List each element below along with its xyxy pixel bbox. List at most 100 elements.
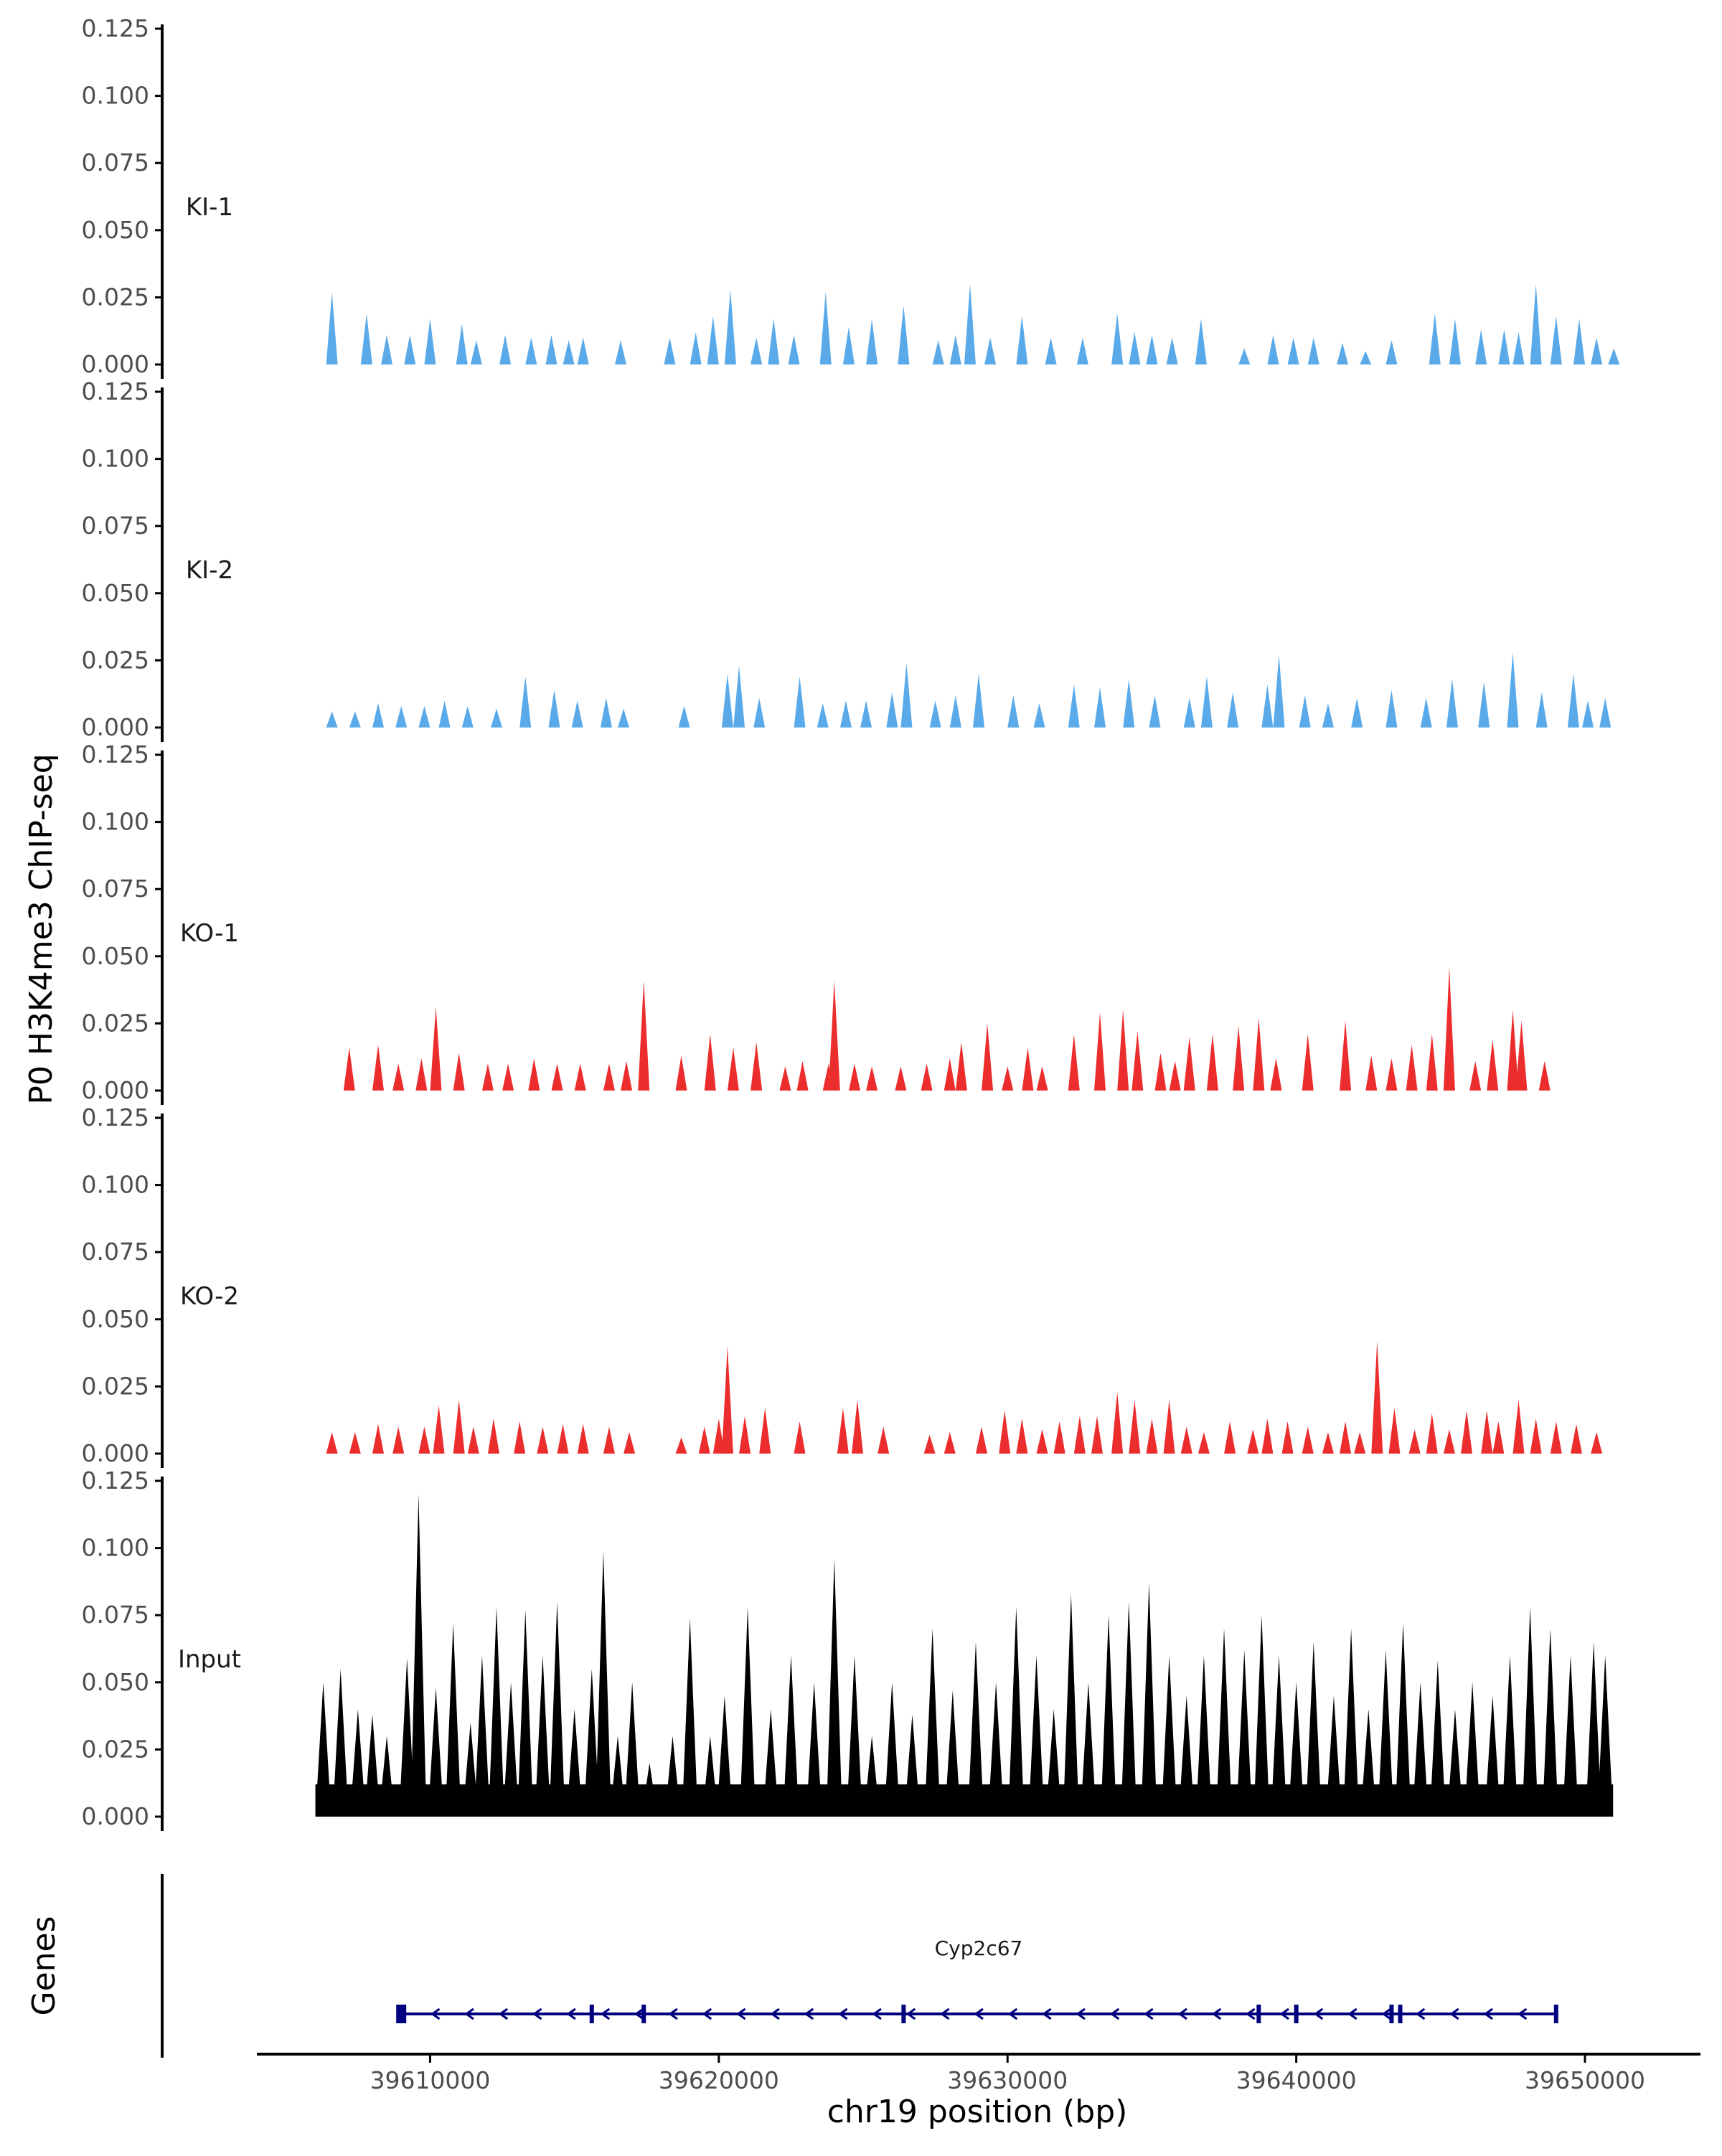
peak-mark (837, 1408, 849, 1454)
peak-mark (1302, 1034, 1314, 1091)
peak-mark (1117, 1009, 1129, 1091)
gene-exon-mark (1294, 2005, 1299, 2023)
peak-mark (783, 1655, 799, 1817)
strand-arrow-icon (1042, 2007, 1052, 2020)
y-tick-label: 0.025 (82, 283, 149, 311)
peak-mark (753, 697, 766, 728)
peak-mark (1395, 1623, 1411, 1817)
peak-mark (944, 1058, 956, 1091)
strand-arrow-icon (940, 2007, 950, 2020)
peak-mark (624, 1432, 636, 1454)
strand-arrow-icon (702, 2007, 712, 2020)
strand-arrow-icon (498, 2007, 509, 2020)
peak-mark (1385, 340, 1398, 364)
peak-mark (1573, 319, 1585, 364)
peak-mark (1101, 1615, 1117, 1817)
peak-mark (1406, 1045, 1418, 1091)
y-tick-label: 0.000 (82, 1802, 149, 1830)
peak-mark (481, 1063, 494, 1091)
peak-mark (535, 1655, 551, 1817)
peak-mark (1022, 1048, 1034, 1091)
peak-mark (704, 1034, 716, 1091)
peak-mark (1302, 1426, 1314, 1454)
peak-mark (1412, 1682, 1429, 1817)
peak-mark (1487, 1039, 1499, 1091)
peak-mark (1426, 1034, 1438, 1091)
y-tick-label: 0.100 (82, 1534, 149, 1562)
peak-mark (600, 697, 612, 728)
strand-arrow-icon (1449, 2007, 1459, 2020)
peak-mark (886, 692, 898, 728)
peak-mark (788, 334, 800, 364)
peak-mark (944, 1432, 956, 1454)
peak-mark (343, 1048, 355, 1091)
peak-mark (517, 1609, 534, 1817)
peak-mark (1512, 1400, 1525, 1454)
strand-arrow-icon (634, 2007, 644, 2020)
peak-mark (1475, 329, 1487, 364)
peak-mark (1305, 1642, 1322, 1817)
peak-mark (932, 340, 944, 364)
strand-arrow-icon (1211, 2007, 1222, 2020)
peak-mark (967, 1642, 984, 1817)
peak-mark (404, 334, 416, 364)
y-tick-label: 0.000 (82, 713, 149, 741)
strand-arrow-icon (1517, 2007, 1528, 2020)
y-tick-label: 0.050 (82, 1668, 149, 1696)
peak-mark (1053, 1421, 1065, 1454)
peak-mark (1180, 1426, 1192, 1454)
peak-mark (1446, 679, 1458, 728)
y-tick-label: 0.100 (82, 1171, 149, 1199)
peak-mark (1033, 703, 1045, 728)
y-tick-label: 0.050 (82, 1305, 149, 1333)
peak-mark (1270, 1058, 1282, 1091)
peak-mark (1068, 684, 1080, 728)
peak-mark (487, 1418, 499, 1454)
track-label: Input (178, 1645, 241, 1674)
y-tick-label: 0.000 (82, 1439, 149, 1467)
strand-arrow-icon (1177, 2007, 1187, 2020)
peak-mark (724, 289, 736, 364)
peak-mark (326, 291, 338, 364)
peak-mark (1206, 1034, 1218, 1091)
peak-mark (445, 1623, 461, 1817)
peak-mark (690, 332, 702, 364)
y-tick-label: 0.100 (82, 82, 149, 110)
peak-mark (1550, 1421, 1562, 1454)
peak-mark (461, 706, 474, 728)
peak-mark (1385, 689, 1398, 728)
peak-mark (621, 1060, 633, 1091)
peak-mark (878, 1426, 890, 1454)
peak-mark (514, 1421, 526, 1454)
peak-mark (1068, 1034, 1080, 1091)
peak-mark (921, 1063, 933, 1091)
peak-mark (796, 1060, 809, 1091)
peak-mark (721, 1346, 733, 1454)
peak-mark (418, 1426, 430, 1454)
y-tick-label: 0.000 (82, 1076, 149, 1104)
peak-mark (1195, 319, 1207, 364)
peak-mark (851, 1400, 863, 1454)
y-tick-label: 0.100 (82, 808, 149, 836)
peak-mark (955, 1042, 967, 1091)
peak-mark (537, 1426, 549, 1454)
peak-mark (603, 1063, 615, 1091)
peak-mark (1492, 1421, 1505, 1454)
peak-mark (1227, 692, 1239, 728)
peak-mark (984, 337, 997, 364)
peak-mark (392, 1063, 405, 1091)
peak-mark (1507, 1009, 1519, 1091)
peak-mark (1146, 1418, 1158, 1454)
peak-mark (1216, 1628, 1233, 1817)
y-tick-label: 0.075 (82, 875, 149, 903)
peak-mark (860, 700, 872, 728)
y-tick-label: 0.050 (82, 216, 149, 244)
y-tick-label: 0.125 (82, 1467, 149, 1494)
peak-mark (1522, 1606, 1538, 1817)
peak-mark (1443, 966, 1455, 1091)
peak-mark (1443, 1429, 1455, 1454)
strand-arrow-icon (1347, 2007, 1358, 2020)
peak-mark (1322, 703, 1334, 728)
peak-mark (1360, 351, 1372, 364)
peak-mark (638, 980, 650, 1091)
